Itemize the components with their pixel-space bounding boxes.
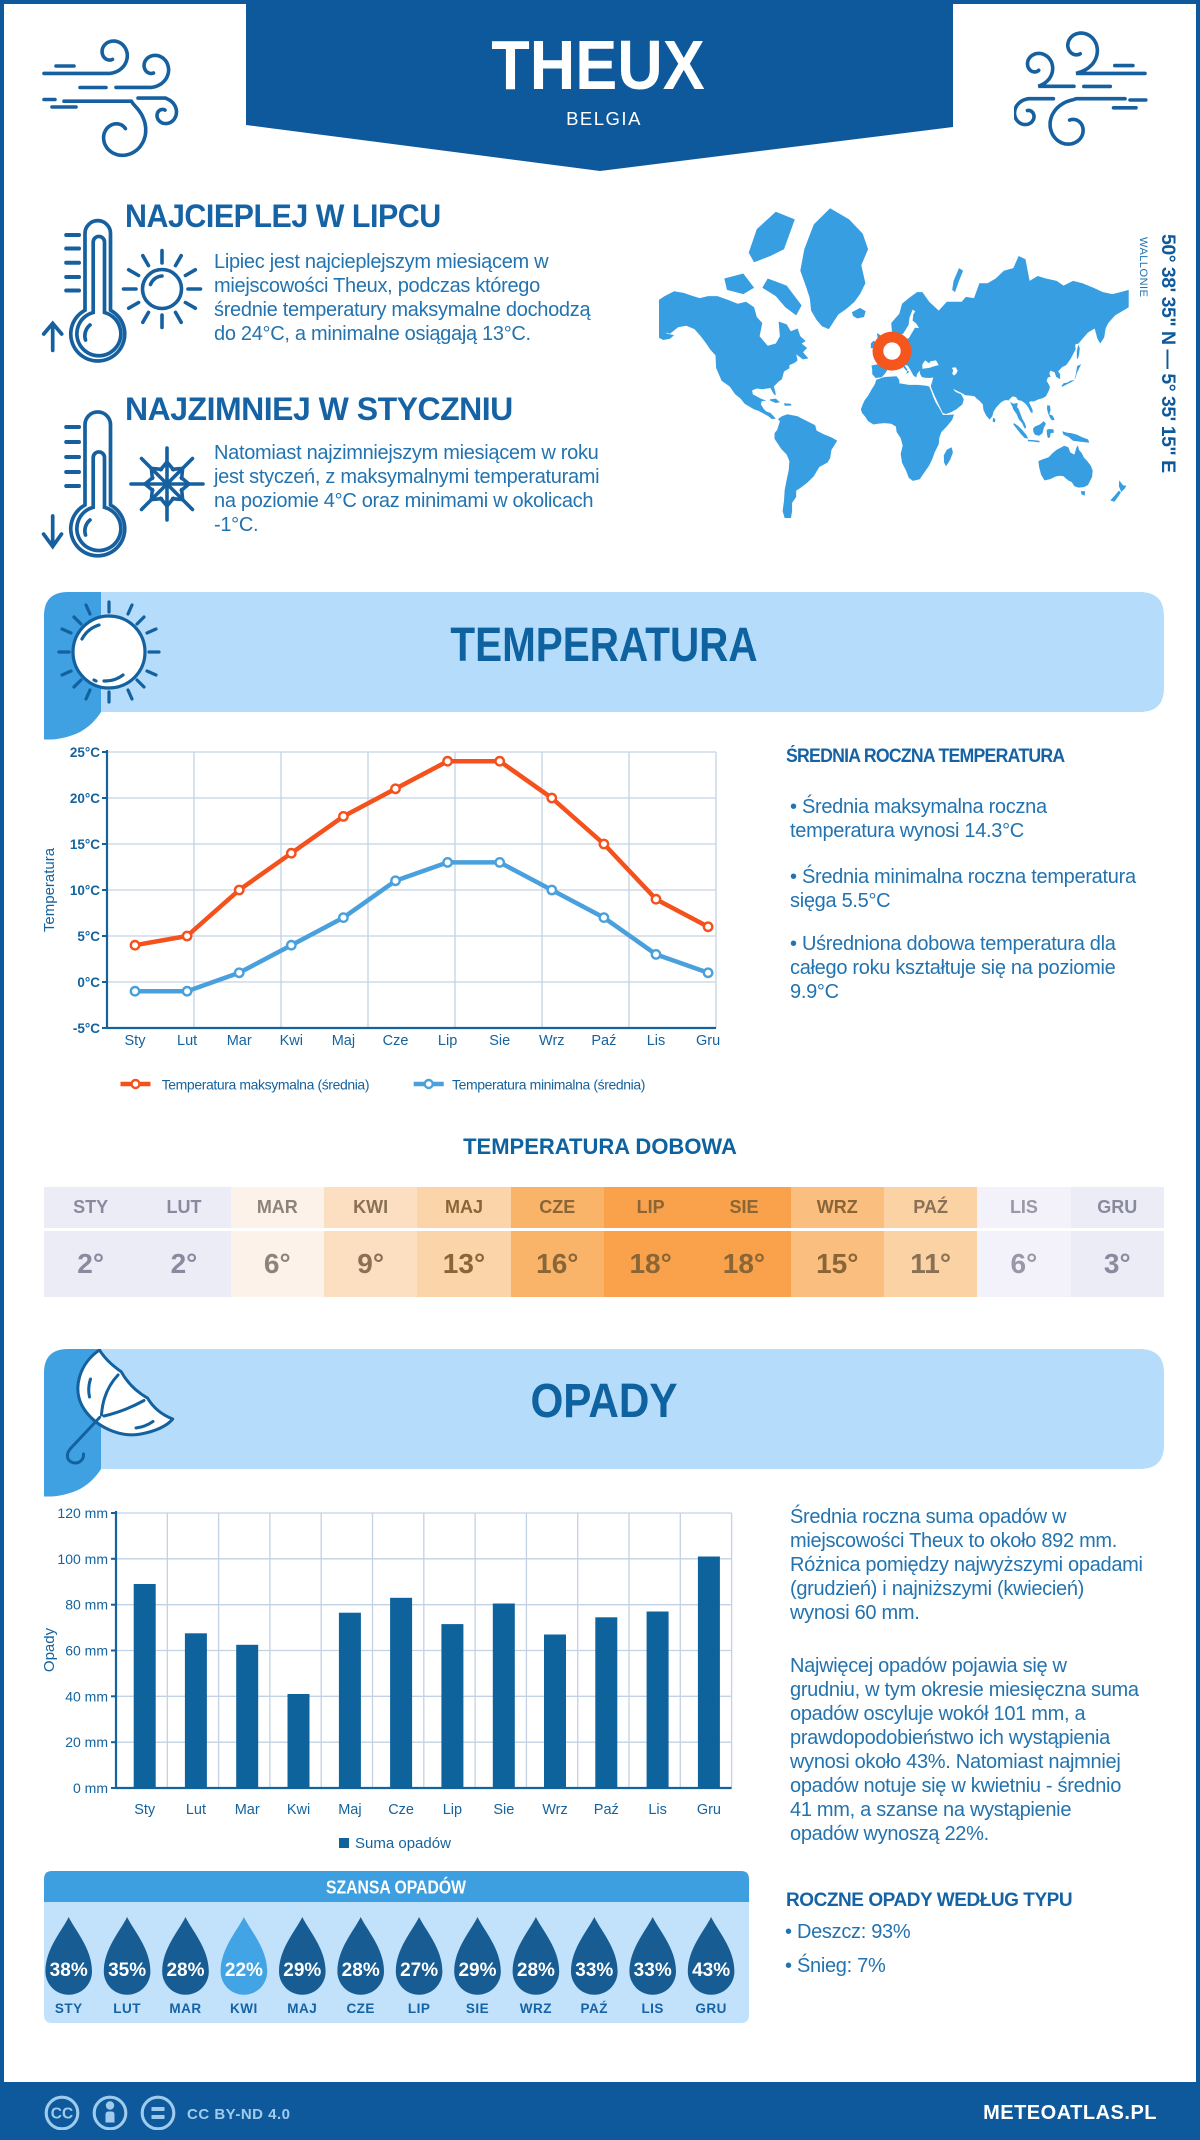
svg-text:10°C: 10°C: [70, 883, 100, 898]
svg-text:80 mm: 80 mm: [65, 1597, 108, 1613]
svg-text:Maj: Maj: [332, 1033, 355, 1049]
svg-text:Sty: Sty: [125, 1033, 147, 1049]
svg-text:38%: 38%: [50, 1960, 88, 1981]
svg-text:Temperatura minimalna (średnia: Temperatura minimalna (średnia): [452, 1077, 645, 1093]
svg-text:28%: 28%: [517, 1960, 555, 1981]
svg-text:5°C: 5°C: [77, 929, 100, 944]
svg-text:GRU: GRU: [695, 2001, 727, 2016]
svg-text:25°C: 25°C: [70, 745, 100, 760]
svg-text:CZE: CZE: [346, 2001, 375, 2016]
svg-text:Paź: Paź: [591, 1033, 616, 1049]
svg-text:40 mm: 40 mm: [65, 1688, 108, 1704]
svg-text:Sty: Sty: [134, 1802, 156, 1818]
svg-text:27%: 27%: [400, 1960, 438, 1981]
svg-text:33%: 33%: [634, 1960, 672, 1981]
svg-text:Lut: Lut: [186, 1802, 206, 1818]
svg-text:15°C: 15°C: [70, 837, 100, 852]
svg-text:Cze: Cze: [388, 1802, 414, 1818]
svg-text:Lut: Lut: [177, 1033, 197, 1049]
svg-text:33%: 33%: [575, 1960, 613, 1981]
svg-text:Lis: Lis: [647, 1033, 666, 1049]
svg-text:Lis: Lis: [648, 1802, 667, 1818]
svg-text:Maj: Maj: [338, 1802, 361, 1818]
svg-text:SZANSA OPADÓW: SZANSA OPADÓW: [326, 1877, 466, 1898]
svg-text:CC BY-ND 4.0: CC BY-ND 4.0: [187, 2106, 291, 2123]
svg-text:WRZ: WRZ: [520, 2001, 552, 2016]
svg-text:29%: 29%: [283, 1960, 321, 1981]
svg-text:60 mm: 60 mm: [65, 1643, 108, 1659]
svg-text:Wrz: Wrz: [539, 1033, 565, 1049]
svg-text:Temperatura maksymalna (średni: Temperatura maksymalna (średnia): [162, 1077, 369, 1093]
svg-text:KWI: KWI: [230, 2001, 258, 2016]
svg-text:Lip: Lip: [443, 1802, 462, 1818]
svg-text:SIE: SIE: [466, 2001, 489, 2016]
svg-text:28%: 28%: [342, 1960, 380, 1981]
svg-text:Kwi: Kwi: [280, 1033, 303, 1049]
svg-text:100 mm: 100 mm: [57, 1551, 108, 1567]
svg-text:Kwi: Kwi: [287, 1802, 310, 1818]
svg-text:29%: 29%: [458, 1960, 496, 1981]
svg-text:MAR: MAR: [169, 2001, 201, 2016]
svg-text:Lip: Lip: [438, 1033, 457, 1049]
svg-text:Suma opadów: Suma opadów: [355, 1835, 451, 1852]
svg-text:Gru: Gru: [696, 1033, 720, 1049]
svg-text:Sie: Sie: [493, 1802, 514, 1818]
svg-text:0°C: 0°C: [77, 975, 100, 990]
svg-text:Sie: Sie: [489, 1033, 510, 1049]
svg-text:22%: 22%: [225, 1960, 263, 1981]
svg-text:43%: 43%: [692, 1960, 730, 1981]
svg-text:LIP: LIP: [408, 2001, 431, 2016]
svg-text:120 mm: 120 mm: [57, 1505, 108, 1521]
svg-text:LIS: LIS: [641, 2001, 664, 2016]
svg-text:Mar: Mar: [227, 1033, 252, 1049]
svg-text:STY: STY: [55, 2001, 83, 2016]
svg-text:35%: 35%: [108, 1960, 146, 1981]
svg-text:MAJ: MAJ: [287, 2001, 317, 2016]
svg-text:PAŹ: PAŹ: [581, 2001, 609, 2016]
svg-text:0 mm: 0 mm: [73, 1780, 108, 1796]
svg-text:20 mm: 20 mm: [65, 1734, 108, 1750]
svg-text:Mar: Mar: [235, 1802, 260, 1818]
svg-text:28%: 28%: [166, 1960, 204, 1981]
svg-text:Paź: Paź: [594, 1802, 619, 1818]
svg-text:CC: CC: [51, 2106, 73, 2123]
svg-text:Gru: Gru: [697, 1802, 721, 1818]
svg-text:20°C: 20°C: [70, 791, 100, 806]
svg-text:Opady: Opady: [44, 1627, 58, 1672]
svg-text:Temperatura: Temperatura: [44, 847, 58, 932]
svg-text:Cze: Cze: [383, 1033, 409, 1049]
svg-text:-5°C: -5°C: [73, 1021, 100, 1036]
svg-text:LUT: LUT: [113, 2001, 141, 2016]
svg-text:Wrz: Wrz: [542, 1802, 568, 1818]
